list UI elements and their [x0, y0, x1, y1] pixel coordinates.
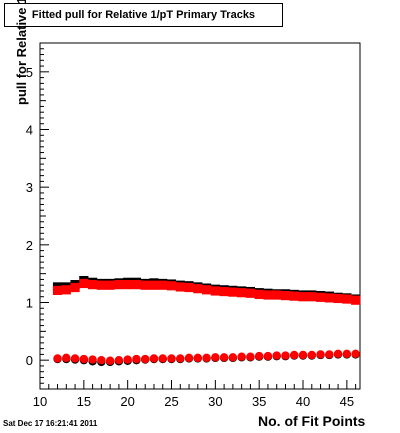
series-3 [53, 349, 360, 365]
data-point [141, 354, 150, 364]
data-point [97, 355, 106, 365]
series-1 [52, 278, 361, 305]
y-tick-label: 2 [26, 238, 33, 253]
data-point [105, 356, 115, 365]
data-point [246, 352, 255, 361]
y-tick-label: 1 [26, 296, 33, 311]
data-point [140, 280, 150, 290]
data-point [219, 286, 229, 297]
data-point [123, 280, 133, 290]
data-point [88, 280, 98, 290]
y-tick-label: 3 [26, 180, 33, 195]
y-tick-label: 5 [26, 65, 33, 80]
data-point [272, 351, 281, 360]
data-point [123, 355, 132, 364]
data-point [61, 285, 71, 295]
x-tick-label: 10 [33, 394, 47, 409]
datestamp: Sat Dec 17 16:21:41 2011 [3, 419, 98, 428]
data-point [280, 290, 291, 301]
data-point [237, 352, 246, 361]
data-point [158, 280, 168, 290]
data-point [307, 350, 316, 360]
data-point [166, 281, 177, 291]
data-point [79, 278, 89, 289]
chart-title: Fitted pull for Relative 1/pT Primary Tr… [4, 3, 283, 27]
data-point [325, 350, 334, 359]
data-point [245, 288, 256, 298]
x-tick-label: 15 [77, 394, 91, 409]
data-point [53, 354, 62, 363]
data-point [290, 350, 299, 360]
data-point [193, 353, 203, 363]
data-point [316, 350, 325, 359]
data-point [219, 353, 229, 362]
data-point [70, 354, 80, 363]
data-point [88, 355, 97, 364]
data-point [211, 353, 220, 362]
data-point [289, 291, 299, 301]
data-point [176, 354, 185, 363]
data-point [263, 351, 273, 361]
data-point [342, 349, 352, 359]
x-tick-label: 30 [208, 394, 222, 409]
data-point [298, 292, 308, 302]
data-point [149, 280, 159, 290]
data-point [210, 286, 220, 296]
data-point [281, 351, 290, 360]
data-point [333, 293, 343, 304]
data-point [105, 280, 115, 290]
y-axis-label: pull for Relative 1/pT [14, 0, 29, 105]
data-point [114, 355, 124, 365]
data-point [79, 354, 89, 364]
data-point [62, 353, 71, 363]
data-point [263, 290, 273, 300]
data-point [175, 282, 185, 292]
data-point [237, 288, 247, 298]
x-tick-label: 25 [164, 394, 178, 409]
data-series [52, 275, 361, 367]
x-tick-label: 45 [340, 394, 354, 409]
data-point [184, 282, 194, 293]
data-point [228, 287, 238, 297]
plot-frame [39, 42, 361, 390]
data-point [324, 293, 334, 303]
data-point [298, 350, 308, 360]
data-point [254, 351, 264, 361]
x-tick-label: 20 [120, 394, 134, 409]
data-point [333, 349, 343, 359]
y-tick-label: 4 [26, 123, 33, 138]
data-point [96, 280, 106, 290]
data-point [70, 282, 80, 293]
data-point [149, 354, 159, 363]
data-point [254, 289, 264, 300]
data-point [202, 353, 211, 363]
data-point [184, 353, 194, 363]
data-point [351, 349, 360, 359]
x-tick-label: 35 [252, 394, 266, 409]
x-tick-label: 40 [296, 394, 310, 409]
data-point [193, 284, 203, 294]
data-point [228, 353, 238, 362]
data-point [272, 290, 282, 300]
data-point [132, 354, 141, 364]
x-axis-label: No. of Fit Points [258, 413, 366, 429]
data-point [342, 294, 352, 304]
y-tick-label: 0 [26, 353, 33, 368]
data-point [315, 292, 326, 302]
data-point [114, 280, 124, 290]
data-point [131, 280, 142, 290]
data-point [201, 285, 212, 295]
data-point [307, 292, 317, 302]
data-point [158, 354, 167, 363]
data-point [167, 354, 176, 363]
data-point [351, 295, 361, 305]
data-point [52, 285, 63, 295]
